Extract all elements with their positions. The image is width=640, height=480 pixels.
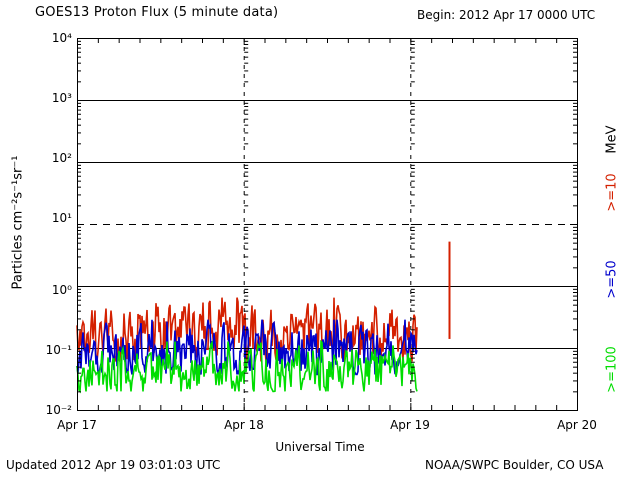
trace--50-mev [76, 319, 418, 378]
begin-time-label: Begin: 2012 Apr 17 0000 UTC [417, 8, 596, 22]
y-tick-label: 10⁰ [51, 283, 72, 297]
data-traces [76, 241, 451, 394]
y-tick-label: 10² [51, 151, 72, 165]
y-tick-labels: 10⁴ 10³ 10² 10¹ 10⁰ 10⁻¹ 10⁻² [30, 0, 72, 480]
x-tick-label: Apr 17 [57, 418, 97, 432]
gridlines [77, 38, 577, 410]
y-tick-label: 10⁴ [51, 31, 72, 45]
updated-timestamp: Updated 2012 Apr 19 03:01:03 UTC [6, 458, 221, 472]
y-tick-label: 10⁻¹ [45, 343, 72, 357]
x-tick-label: Apr 18 [224, 418, 264, 432]
y-tick-label: 10¹ [51, 211, 72, 225]
x-tick-label: Apr 20 [557, 418, 597, 432]
x-tick-label: Apr 19 [390, 418, 430, 432]
axis-ticks [77, 38, 578, 411]
page-title: GOES13 Proton Flux (5 minute data) [35, 5, 279, 20]
y-tick-label: 10³ [51, 91, 72, 105]
source-credit: NOAA/SWPC Boulder, CO USA [425, 458, 604, 472]
y-tick-label: 10⁻² [45, 403, 72, 417]
x-axis-title: Universal Time [275, 440, 365, 454]
